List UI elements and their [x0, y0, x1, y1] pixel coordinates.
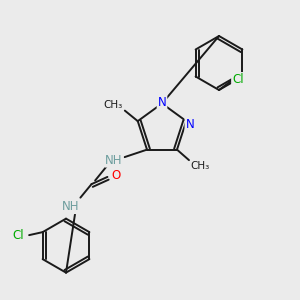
Text: Cl: Cl [232, 73, 244, 86]
Text: NH: NH [105, 154, 123, 166]
Text: N: N [185, 118, 194, 130]
Text: CH₃: CH₃ [191, 161, 210, 171]
Text: Cl: Cl [12, 229, 24, 242]
Text: CH₃: CH₃ [103, 100, 122, 110]
Text: NH: NH [62, 200, 79, 213]
Text: N: N [158, 95, 166, 109]
Text: O: O [112, 169, 121, 182]
